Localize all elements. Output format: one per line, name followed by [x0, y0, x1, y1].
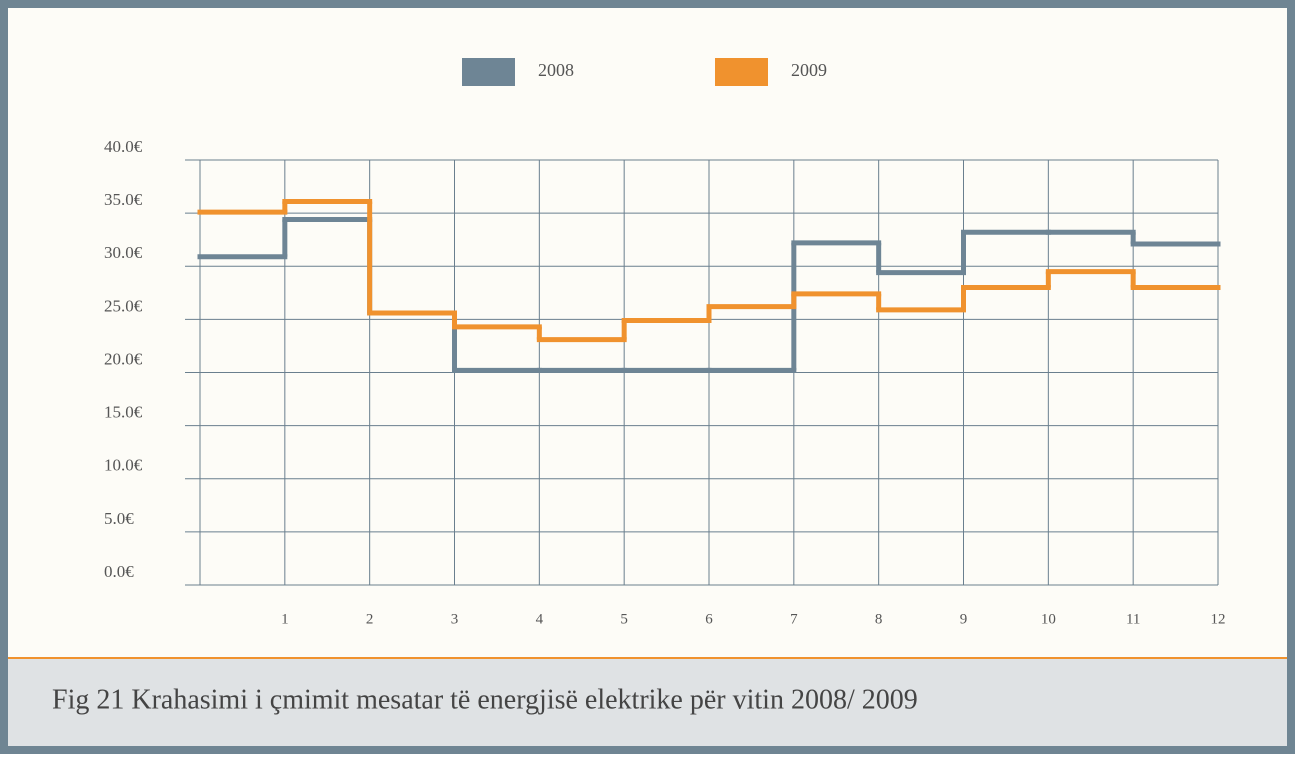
x-tick-label: 2	[366, 611, 374, 627]
legend-swatch	[715, 58, 768, 86]
x-tick-label: 3	[451, 611, 459, 627]
x-tick-label: 12	[1211, 611, 1226, 627]
y-tick-label: 35.0€	[104, 190, 143, 209]
x-tick-label: 1	[281, 611, 289, 627]
x-tick-label: 6	[705, 611, 713, 627]
x-tick-label: 11	[1126, 611, 1140, 627]
caption: Fig 21 Krahasimi i çmimit mesatar të ene…	[52, 684, 918, 715]
legend-swatch	[462, 58, 515, 86]
y-tick-label: 25.0€	[104, 296, 143, 315]
x-tick-label: 4	[536, 611, 544, 627]
x-tick-label: 5	[620, 611, 628, 627]
y-tick-label: 0.0€	[104, 562, 134, 581]
y-tick-label: 20.0€	[104, 349, 143, 368]
y-tick-label: 15.0€	[104, 403, 143, 422]
x-tick-label: 8	[875, 611, 883, 627]
legend-label: 2008	[538, 60, 574, 80]
y-tick-label: 30.0€	[104, 243, 143, 262]
caption-band	[8, 658, 1287, 746]
x-tick-label: 7	[790, 611, 798, 627]
y-tick-label: 40.0€	[104, 137, 143, 156]
x-tick-label: 10	[1041, 611, 1056, 627]
x-tick-label: 9	[960, 611, 968, 627]
y-tick-label: 5.0€	[104, 509, 134, 528]
legend-label: 2009	[791, 60, 827, 80]
y-tick-label: 10.0€	[104, 456, 143, 475]
